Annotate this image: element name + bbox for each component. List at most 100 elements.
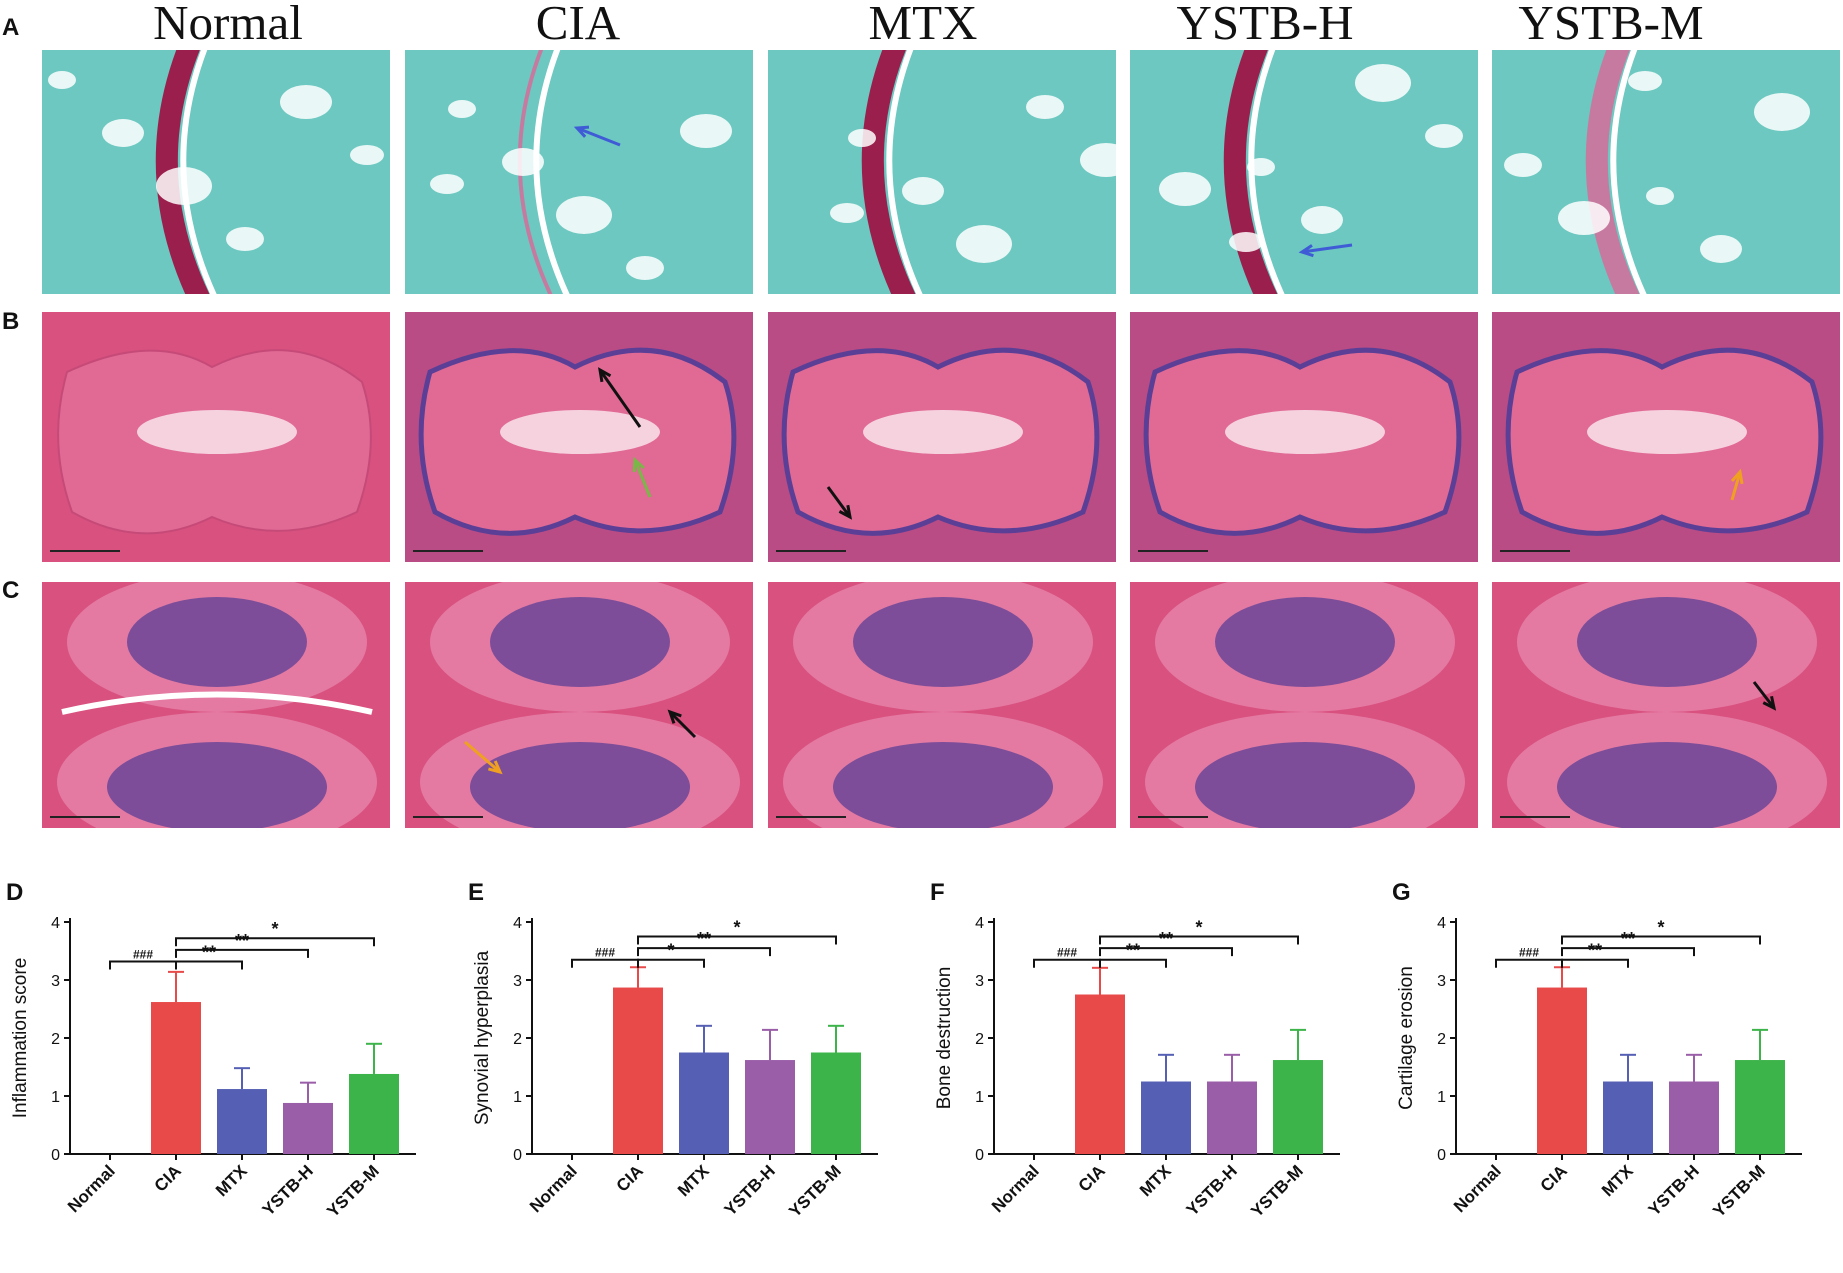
histology-panel-row-c-ystb-m xyxy=(1492,582,1840,828)
error-bar xyxy=(168,970,184,1003)
bar-cia xyxy=(1075,994,1125,1154)
significance-bracket: * xyxy=(637,941,705,968)
y-tick-label: 4 xyxy=(51,915,60,932)
error-bar xyxy=(1224,1053,1240,1082)
error-bar xyxy=(762,1028,778,1061)
error-bar xyxy=(1158,1053,1174,1082)
significance-bracket: ** xyxy=(175,942,243,970)
x-tick-label: CIA xyxy=(1075,1161,1109,1195)
x-tick-label: CIA xyxy=(613,1161,647,1195)
column-label-ystb-m: YSTB-M xyxy=(1518,0,1704,50)
significance-label: ### xyxy=(1519,946,1539,960)
column-label-cia: CIA xyxy=(535,0,621,50)
annotation-arrow xyxy=(1298,243,1353,258)
histology-panel-row-a-ystb-m xyxy=(1492,50,1840,294)
bar-mtx xyxy=(1141,1081,1191,1154)
y-tick-label: 4 xyxy=(1437,915,1446,932)
bar-ystb-h xyxy=(1207,1081,1257,1154)
significance-bracket: ** xyxy=(1561,941,1629,968)
histology-panel-row-a-cia xyxy=(405,50,753,294)
annotation-arrow xyxy=(598,367,642,428)
error-bar xyxy=(630,966,646,988)
significance-bracket: ** xyxy=(1099,929,1233,957)
x-tick-label: MTX xyxy=(1598,1161,1637,1200)
bar-ystb-m xyxy=(1273,1060,1323,1154)
bar-mtx xyxy=(1603,1081,1653,1154)
error-bar xyxy=(1092,966,1108,995)
x-tick-label: Normal xyxy=(64,1161,119,1216)
histology-panel-row-b-cia xyxy=(405,312,753,562)
error-bar xyxy=(1620,1053,1636,1082)
annotation-arrow xyxy=(1730,468,1744,501)
histology-panel-row-b-mtx xyxy=(768,312,1116,562)
row-letter-c: C xyxy=(2,577,20,604)
annotation-arrow xyxy=(826,486,853,520)
row-letter-a: A xyxy=(2,14,20,41)
significance-label: * xyxy=(733,918,740,938)
significance-bracket: ### xyxy=(1495,946,1563,968)
y-tick-label: 1 xyxy=(975,1089,984,1106)
y-tick-label: 3 xyxy=(1437,973,1446,990)
histology-panel-row-b-normal xyxy=(42,312,390,562)
column-label-mtx: MTX xyxy=(868,0,978,50)
significance-bracket: ** xyxy=(637,929,771,957)
annotation-arrow xyxy=(667,709,697,739)
y-axis-label: Bone destruction xyxy=(934,967,955,1110)
histology-panel-row-c-mtx xyxy=(768,582,1116,828)
column-label-normal: Normal xyxy=(153,0,303,50)
y-axis-label: Cartilage erosion xyxy=(1396,966,1417,1110)
x-tick-label: MTX xyxy=(212,1161,251,1200)
histology-panel-row-a-normal xyxy=(42,50,390,294)
x-tick-label: YSTB-H xyxy=(1183,1161,1241,1219)
x-tick-label: CIA xyxy=(1537,1161,1571,1195)
y-tick-label: 3 xyxy=(51,973,60,990)
x-tick-label: MTX xyxy=(1136,1161,1175,1200)
error-bar xyxy=(366,1042,382,1074)
chart-panel-letter: F xyxy=(930,879,945,906)
x-tick-label: YSTB-M xyxy=(323,1161,383,1221)
bar-ystb-m xyxy=(811,1052,861,1154)
significance-label: ### xyxy=(1057,946,1077,960)
significance-label: ** xyxy=(1588,941,1602,961)
significance-bracket: ** xyxy=(1099,941,1167,968)
error-bar xyxy=(1752,1028,1768,1061)
histology-panel-row-b-ystb-h xyxy=(1130,312,1478,562)
histology-panel-row-c-ystb-h xyxy=(1130,582,1478,828)
y-tick-label: 0 xyxy=(975,1147,984,1164)
significance-bracket: ### xyxy=(1033,946,1101,968)
bar-cia xyxy=(613,987,663,1154)
x-tick-label: Normal xyxy=(526,1161,581,1216)
error-bar xyxy=(828,1024,844,1053)
significance-bracket: * xyxy=(637,918,837,945)
bar-ystb-h xyxy=(283,1102,333,1154)
significance-label: * xyxy=(1657,918,1664,938)
bar-mtx xyxy=(679,1052,729,1154)
y-tick-label: 1 xyxy=(1437,1089,1446,1106)
y-tick-label: 4 xyxy=(975,915,984,932)
significance-label: ** xyxy=(697,929,711,949)
bar-ystb-m xyxy=(349,1073,399,1154)
significance-bracket: * xyxy=(1099,918,1299,945)
chart-panel-letter: G xyxy=(1392,879,1411,906)
significance-bracket: ** xyxy=(1561,929,1695,957)
significance-label: ** xyxy=(235,931,249,951)
significance-label: ### xyxy=(133,947,153,961)
error-bar xyxy=(1290,1028,1306,1061)
significance-label: ** xyxy=(202,942,216,962)
x-tick-label: CIA xyxy=(151,1161,185,1195)
y-tick-label: 1 xyxy=(51,1089,60,1106)
x-tick-label: MTX xyxy=(674,1161,713,1200)
y-tick-label: 2 xyxy=(975,1031,984,1048)
annotation-arrow xyxy=(464,740,503,775)
histology-panel-row-c-normal xyxy=(42,582,390,828)
y-tick-label: 2 xyxy=(1437,1031,1446,1048)
error-bar xyxy=(1686,1053,1702,1082)
significance-label: ** xyxy=(1159,929,1173,949)
significance-bracket: ### xyxy=(571,946,639,968)
significance-label: * xyxy=(1195,918,1202,938)
error-bar xyxy=(300,1081,316,1103)
y-tick-label: 0 xyxy=(1437,1147,1446,1164)
